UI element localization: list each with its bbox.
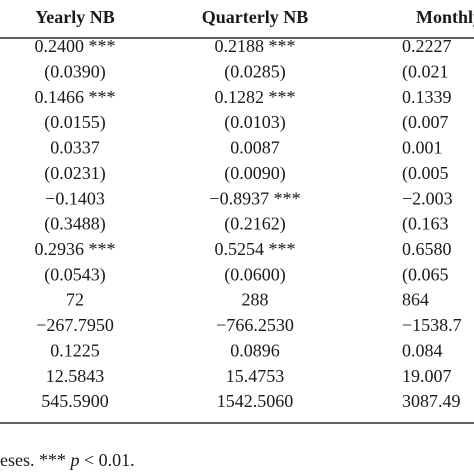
footnote-italic: p [69,450,80,470]
cell: (0.0103) [224,112,286,133]
cell: −766.2530 [216,315,294,335]
cell: 0.0337 [50,138,100,158]
cell: 0.1339 [402,87,452,107]
cell: 0.1225 [50,340,100,360]
cell: (0.163 [402,214,449,235]
cell: 0.5254 *** [215,239,296,259]
cell: 0.084 [402,340,443,360]
cell: 0.2400 *** [35,36,116,56]
cell: 0.0087 [230,138,280,158]
footnote-text: eses. *** [0,450,66,470]
cell: (0.021 [402,61,449,82]
cell: (0.007 [402,112,449,133]
cell: 864 [402,290,429,310]
cell: 0.001 [402,138,443,158]
column-header: Quarterly NB [202,7,308,27]
cell: (0.2162) [224,214,286,235]
cell: −0.1403 [45,188,105,208]
cell: −1538.7 [402,315,462,335]
cell: 288 [242,290,269,310]
cell: 1542.5060 [217,391,294,411]
cell: 0.0896 [230,340,280,360]
cell: 545.5900 [41,391,109,411]
cell: 0.1466 *** [35,87,116,107]
cell: (0.0543) [44,264,106,285]
cell: (0.0600) [224,264,286,285]
cell: (0.005 [402,163,449,184]
footnote: eses. *** p < 0.01. [0,450,135,470]
cell: 0.2936 *** [35,239,116,259]
cell: 0.6580 [402,239,452,259]
cell: 12.5843 [46,366,105,386]
cell: −0.8937 *** [209,188,300,208]
cell: (0.065 [402,264,449,285]
cell: (0.0390) [44,61,106,82]
cell: 15.4753 [226,366,285,386]
cell: −267.7950 [36,315,114,335]
cell: 0.2188 *** [215,36,296,56]
cell: 19.007 [402,366,452,386]
cell: (0.0285) [224,61,286,82]
cell: 3087.49 [402,391,461,411]
cell: −2.003 [402,188,453,208]
column-header: Monthly [416,7,474,27]
cell: 72 [66,290,84,310]
cell: (0.0155) [44,112,106,133]
column-header: Yearly NB [35,7,115,27]
cell: (0.0231) [44,163,106,184]
cell: 0.1282 *** [215,87,296,107]
footnote-text: < 0.01. [84,450,135,470]
cell: 0.2227 [402,36,452,56]
cell: (0.3488) [44,214,106,235]
cell: (0.0090) [224,163,286,184]
